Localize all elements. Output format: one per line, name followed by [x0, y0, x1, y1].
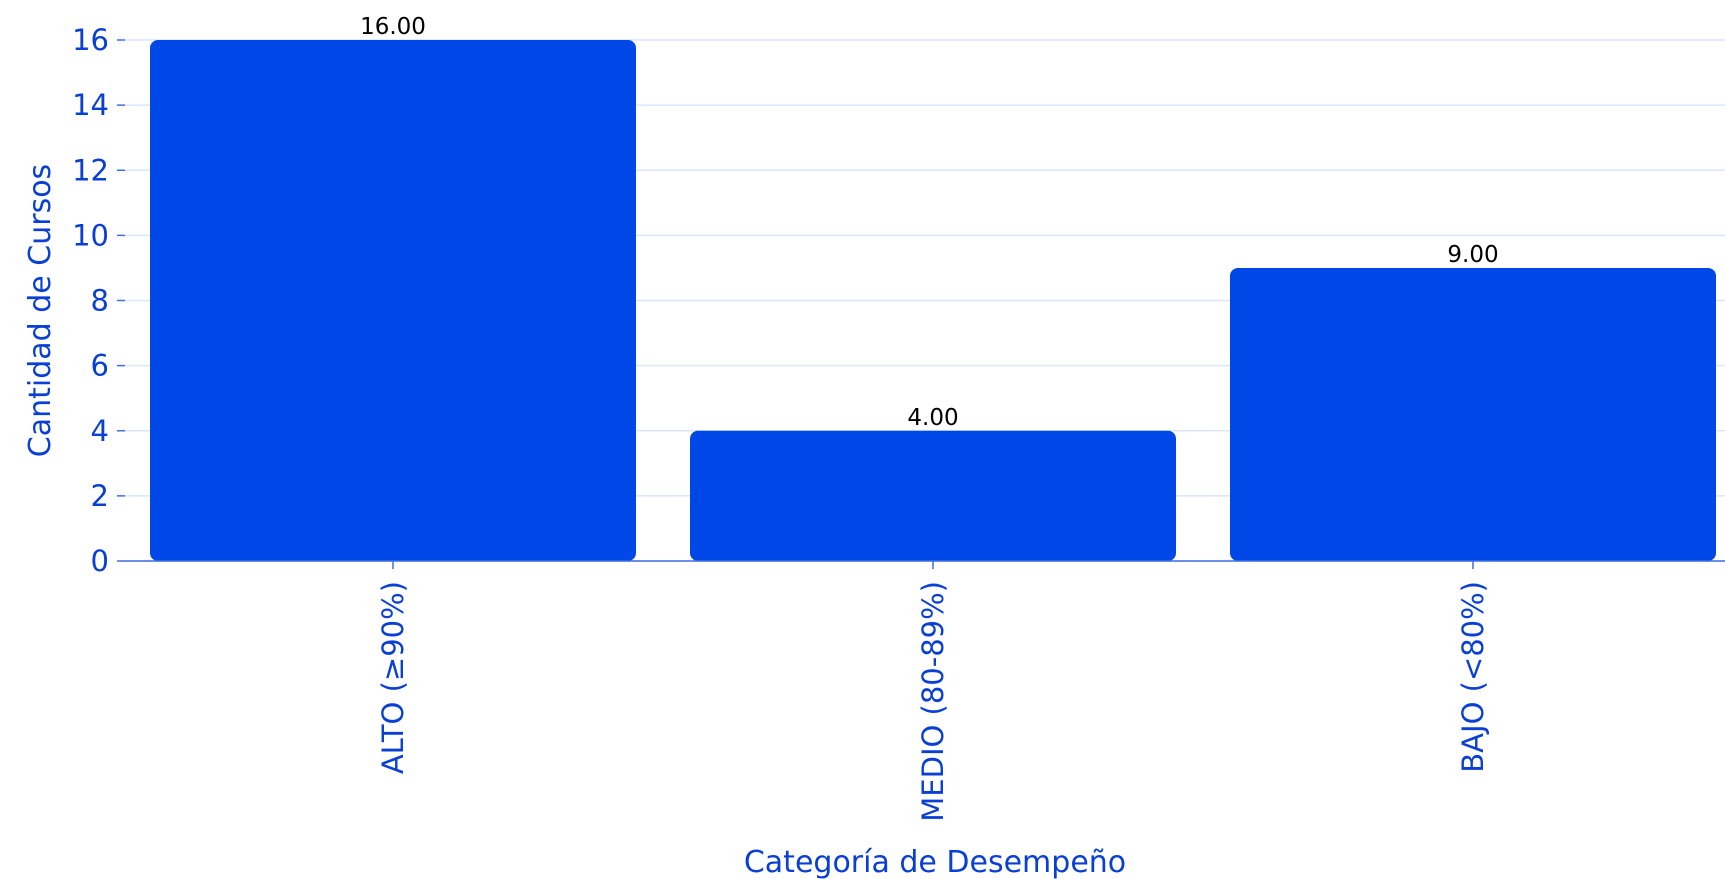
y-tick-label: 2: [91, 479, 109, 513]
y-tick-label: 10: [72, 218, 109, 252]
y-axis-ticks: 0 2 4 6 8 10 12 14 16: [72, 23, 125, 578]
bar: [150, 40, 636, 561]
y-tick-label: 12: [72, 153, 109, 187]
y-tick-label: 6: [91, 349, 109, 383]
y-tick-label: 16: [72, 23, 109, 57]
y-tick-label: 4: [91, 414, 109, 448]
y-axis-title: Cantidad de Cursos: [23, 164, 58, 457]
data-labels: 16.00 4.00 9.00: [360, 14, 1499, 431]
x-tick-label: MEDIO (80-89%): [916, 581, 950, 822]
y-tick-label: 14: [72, 88, 109, 122]
y-tick-label: 0: [91, 544, 109, 578]
bars: [150, 40, 1716, 561]
bar: [690, 430, 1176, 561]
bar-data-label: 16.00: [360, 14, 426, 40]
bar-data-label: 9.00: [1447, 242, 1498, 268]
bar: [1230, 267, 1716, 561]
bar-data-label: 4.00: [907, 405, 958, 431]
x-tick-label: ALTO (≥90%): [376, 581, 410, 774]
x-axis-ticks: ALTO (≥90%) MEDIO (80-89%) BAJO (<80%): [376, 561, 1490, 822]
y-tick-label: 8: [91, 284, 109, 318]
x-axis-title: Categoría de Desempeño: [744, 845, 1126, 879]
x-tick-label: BAJO (<80%): [1456, 581, 1490, 773]
